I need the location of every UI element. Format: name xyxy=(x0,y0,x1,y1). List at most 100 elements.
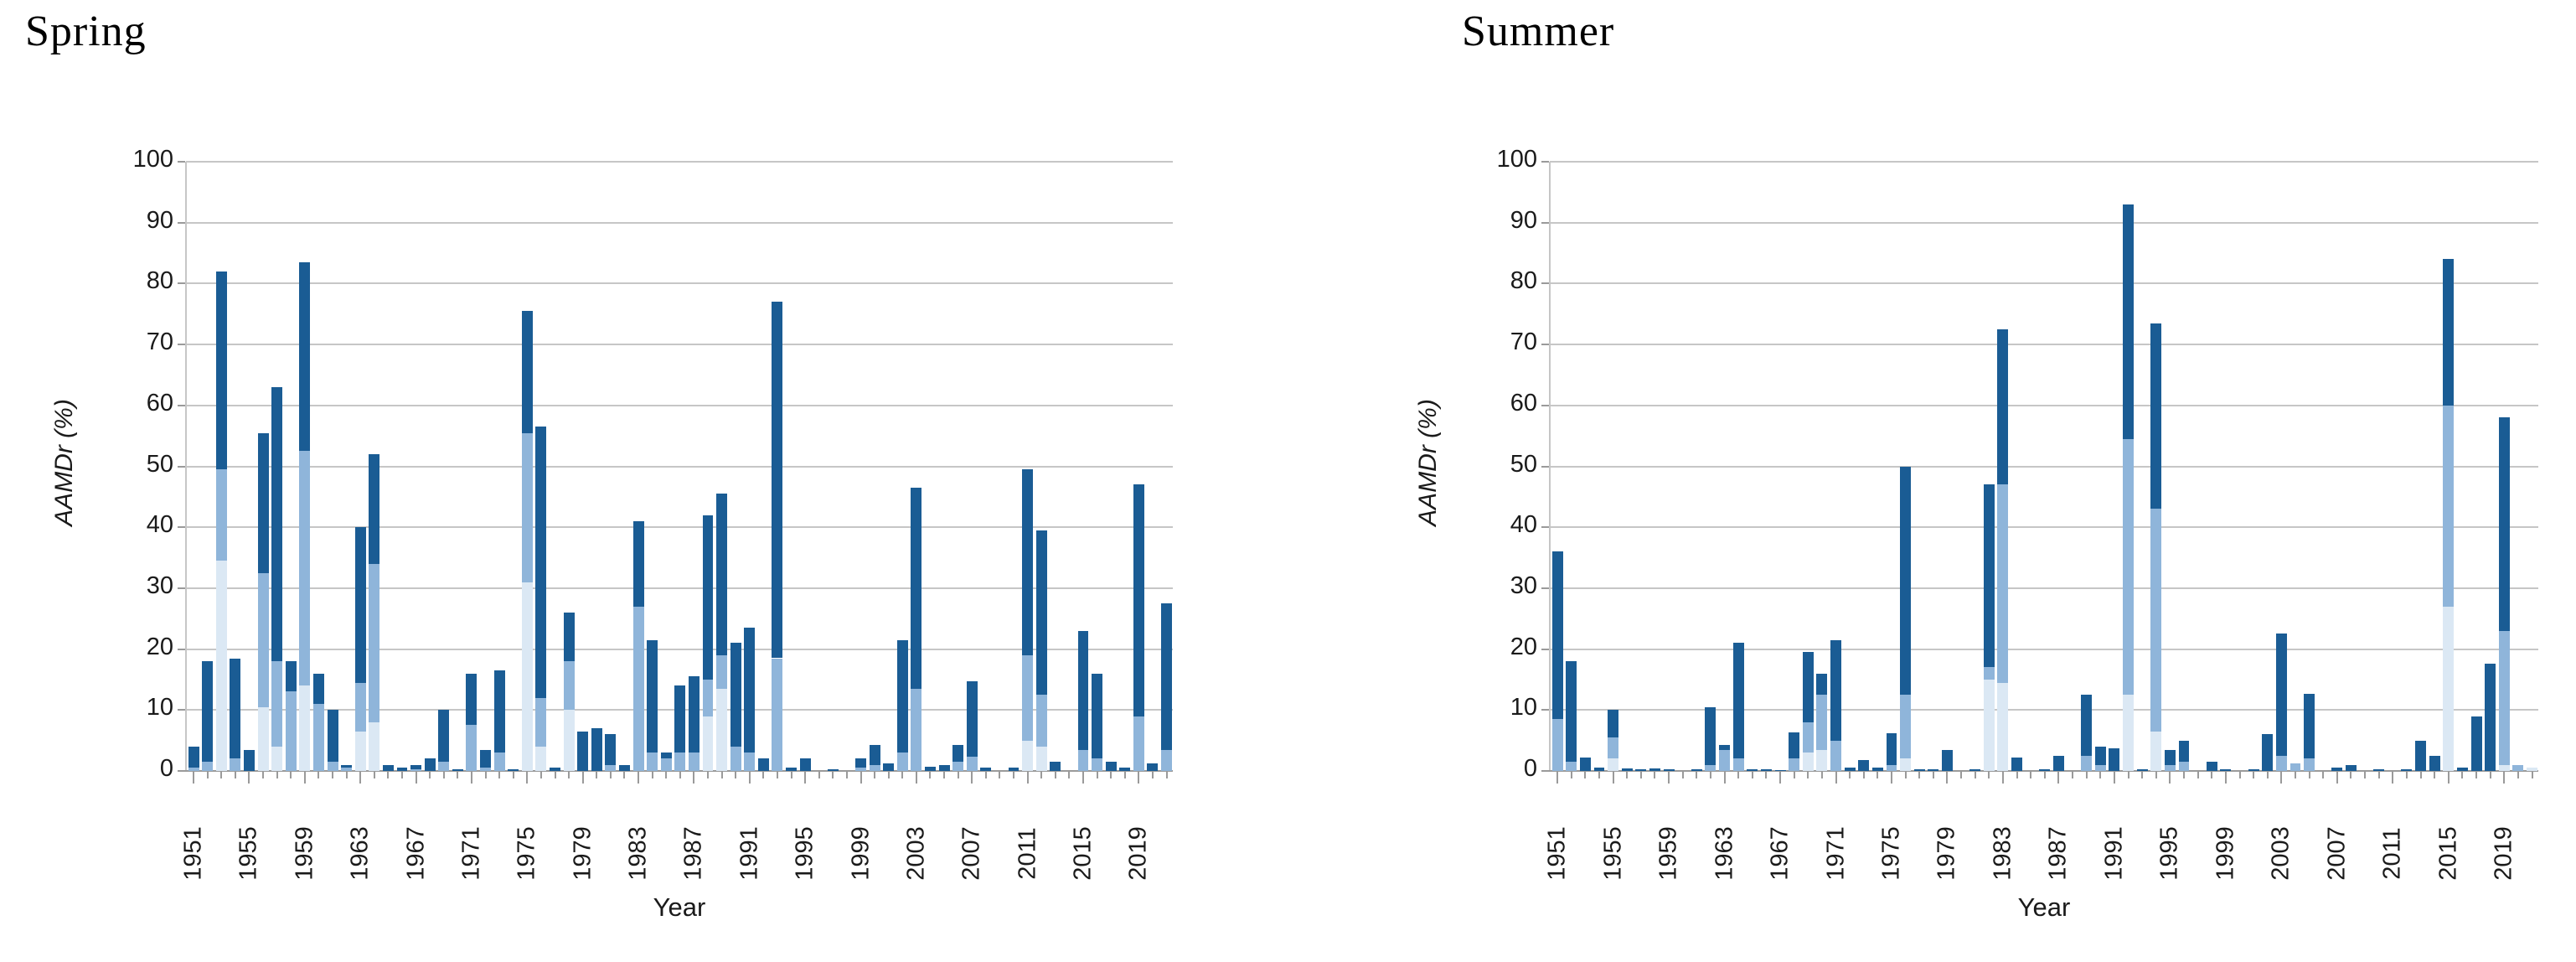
gridline-80 xyxy=(1550,282,2538,285)
gridline-30 xyxy=(1550,587,2538,589)
x-tick xyxy=(345,771,348,778)
bar-2005-top-dark-blue xyxy=(2304,693,2315,759)
gridline-90 xyxy=(186,221,1173,224)
bar-1992-top-dark-blue xyxy=(757,758,769,771)
x-tick xyxy=(943,771,946,778)
x-tick-label-1959: 1959 xyxy=(1655,826,1682,881)
x-tick xyxy=(2072,771,2074,778)
x-tick xyxy=(2211,771,2213,778)
x-tick xyxy=(484,771,487,778)
bar-1961-top-dark-blue xyxy=(1691,768,1702,771)
y-axis-title: AAMDr (%) xyxy=(1414,398,1442,526)
x-tick-label-1963: 1963 xyxy=(346,826,374,881)
x-tick xyxy=(2043,771,2046,778)
bar-1988-bottom-pale-blue xyxy=(702,716,714,771)
y-tick-label-80: 80 xyxy=(146,267,173,295)
x-tick-label-2011: 2011 xyxy=(1014,827,1041,880)
bar-1971-middle-medium-blue xyxy=(1830,740,1841,771)
bar-1953-top-dark-blue xyxy=(215,271,227,470)
bar-1989-middle-medium-blue xyxy=(2081,755,2093,771)
bar-1956-top-dark-blue xyxy=(1621,768,1633,771)
gridline-60 xyxy=(1550,404,2538,406)
x-tick xyxy=(818,771,820,778)
bar-2012-bottom-pale-blue xyxy=(1035,746,1047,771)
x-tick-label-2007: 2007 xyxy=(2323,826,2351,881)
bar-1970-middle-medium-blue xyxy=(1816,695,1828,750)
x-tick-label-2003: 2003 xyxy=(2267,826,2295,881)
x-tick xyxy=(707,771,709,778)
bar-1951-middle-medium-blue xyxy=(1551,719,1563,771)
x-tick xyxy=(2336,771,2338,784)
x-tick xyxy=(1026,771,1029,784)
bar-1990-middle-medium-blue xyxy=(2094,764,2106,771)
x-tick xyxy=(1835,771,1837,784)
x-tick xyxy=(429,771,431,778)
x-tick-label-1951: 1951 xyxy=(179,826,207,881)
gridline-50 xyxy=(1550,465,2538,468)
bar-1982-top-dark-blue xyxy=(1983,484,1995,668)
bar-1973-top-dark-blue xyxy=(493,670,505,753)
x-tick-label-1959: 1959 xyxy=(291,826,318,881)
y-tick xyxy=(1541,770,1549,772)
x-tick xyxy=(623,771,626,778)
bar-2012-middle-medium-blue xyxy=(1035,695,1047,747)
summer-chart: Summer 0 10 20 30 40 50 60 70 80 90 100 1951 1955 195… xyxy=(1319,0,2576,962)
bar-1969-middle-medium-blue xyxy=(438,762,450,771)
bar-1976-bottom-pale-blue xyxy=(535,746,547,771)
bar-1998-top-dark-blue xyxy=(2206,762,2217,771)
x-tick xyxy=(1932,771,1934,778)
x-tick xyxy=(971,771,973,784)
x-tick xyxy=(2419,771,2422,778)
gridline-20 xyxy=(186,648,1173,650)
bar-1954-top-dark-blue xyxy=(230,658,241,759)
bar-2004-middle-medium-blue xyxy=(2289,763,2301,771)
bar-1985-top-dark-blue xyxy=(660,753,672,759)
bar-2013-top-dark-blue xyxy=(2415,740,2427,771)
bar-1995-top-dark-blue xyxy=(2164,749,2176,765)
x-tick xyxy=(1709,771,1711,778)
bar-1955-top-dark-blue xyxy=(244,749,255,771)
bar-1978-bottom-pale-blue xyxy=(563,710,575,771)
bar-1989-top-dark-blue xyxy=(716,494,728,655)
x-tick xyxy=(2253,771,2255,778)
x-tick xyxy=(929,771,932,778)
x-tick xyxy=(1988,771,1990,778)
bar-2020-top-dark-blue xyxy=(1147,763,1159,771)
bar-2007-top-dark-blue xyxy=(2331,768,2343,771)
x-tick xyxy=(984,771,987,778)
bar-1977-top-dark-blue xyxy=(550,768,560,771)
bar-1970-top-dark-blue xyxy=(1816,673,1828,696)
x-tick xyxy=(832,771,834,778)
bar-1960-middle-medium-blue xyxy=(312,704,324,771)
x-tick xyxy=(999,771,1001,778)
bar-1979-top-dark-blue xyxy=(1942,749,1953,771)
bar-1994-top-dark-blue xyxy=(786,768,798,771)
bar-1952-top-dark-blue xyxy=(202,661,214,763)
bar-1969-top-dark-blue xyxy=(1802,652,1814,722)
bar-1981-middle-medium-blue xyxy=(605,764,617,771)
bar-2011-bottom-pale-blue xyxy=(1022,740,1034,771)
x-tick xyxy=(679,771,681,778)
x-tick xyxy=(1960,771,1963,778)
bar-1991-top-dark-blue xyxy=(2109,748,2120,771)
bar-2015-bottom-pale-blue xyxy=(2443,606,2455,771)
bar-1987-top-dark-blue xyxy=(2052,755,2064,771)
x-tick xyxy=(638,771,640,784)
x-tick xyxy=(1681,771,1684,778)
x-tick xyxy=(470,771,472,784)
gridline-10 xyxy=(1550,709,2538,711)
x-tick xyxy=(1723,771,1726,784)
bar-1955-top-dark-blue xyxy=(1608,710,1619,737)
bar-2008-top-dark-blue xyxy=(980,768,992,771)
x-tick xyxy=(1013,771,1015,778)
x-tick-label-2015: 2015 xyxy=(2434,826,2462,881)
y-tick-label-100: 100 xyxy=(1496,146,1537,173)
x-tick xyxy=(206,771,209,778)
bar-1974-top-dark-blue xyxy=(508,768,519,771)
bar-2019-bottom-pale-blue xyxy=(2498,764,2510,771)
bar-1971-middle-medium-blue xyxy=(466,725,478,771)
bar-2017-top-dark-blue xyxy=(2470,716,2482,771)
bar-1992-bottom-pale-blue xyxy=(2123,695,2135,771)
bar-1967-middle-medium-blue xyxy=(410,768,422,771)
bar-2010-top-dark-blue xyxy=(1008,768,1020,771)
